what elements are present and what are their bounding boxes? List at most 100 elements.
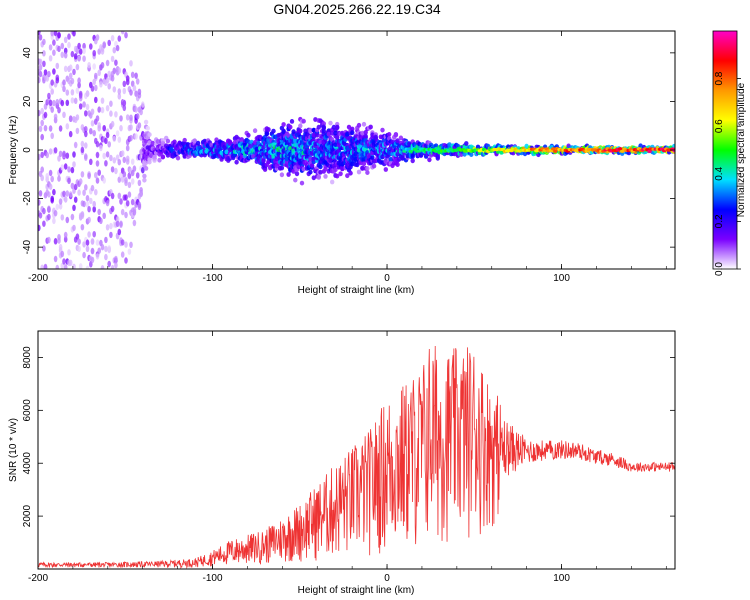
snr-y-tick-label: 4000	[22, 452, 33, 475]
spectrogram-cell	[261, 158, 266, 164]
spectrogram-cell	[40, 119, 44, 127]
spectrogram-cell	[38, 58, 43, 65]
spectrogram-cell	[68, 130, 73, 138]
snr-x-axis-label: Height of straight line (km)	[298, 585, 415, 596]
spectrogram-cell	[53, 147, 58, 154]
spectrogram-cell	[89, 158, 93, 165]
spectrogram-cell	[335, 124, 340, 130]
snr-x-tick-label: 0	[384, 573, 390, 584]
spectrogram-cell	[462, 151, 467, 157]
spectrogram-image	[38, 31, 675, 269]
spectrogram-cell	[55, 62, 60, 70]
spectrogram-cell	[67, 249, 71, 256]
spectrogram-cell	[115, 220, 120, 227]
spectrogram-cell	[152, 154, 157, 160]
spectrogram-cell	[551, 147, 556, 151]
spectrogram-cell	[120, 176, 125, 183]
spectrogram-cell	[117, 159, 122, 166]
spectrogram-cell	[107, 83, 111, 90]
spectrogram-cell	[63, 163, 68, 170]
spectrogram-cell	[109, 100, 113, 107]
spectrogram-cell	[130, 71, 135, 79]
spectrogram-cell	[72, 68, 76, 76]
spectrogram-cell	[316, 124, 321, 130]
spectrogram-cell	[62, 111, 66, 119]
snr-x-tick-label: -100	[203, 573, 223, 584]
spectrogram-cell	[340, 166, 345, 172]
spectrogram-cell	[72, 161, 76, 168]
spectrogram-cell	[122, 99, 127, 107]
spectrogram-cell	[345, 173, 350, 179]
spectrogram-cell	[348, 170, 353, 176]
spectrogram-cell	[175, 155, 181, 161]
spectrogram-cell	[107, 260, 111, 268]
spectrogram-cell	[182, 137, 187, 143]
spectrogram-cell	[55, 77, 60, 84]
spectrogram-cell	[95, 239, 100, 246]
spectrogram-cell	[125, 158, 130, 165]
spectrogram-cell	[141, 167, 145, 174]
spectrogram-cell	[68, 115, 73, 122]
spectrogram-cell	[117, 228, 122, 236]
spectrogram-cell	[50, 197, 54, 204]
spectrogram-cell	[433, 143, 439, 149]
spectrogram-cell	[94, 84, 98, 92]
spectrogram-cell	[129, 124, 133, 131]
spectrogram-cell	[119, 125, 123, 132]
spectrogram-cell	[266, 127, 271, 132]
spectrogram-cell	[224, 149, 229, 155]
spectrogram-cell	[130, 198, 135, 206]
spectrogram-cell	[78, 263, 83, 269]
spectrogram-cell	[92, 206, 96, 213]
colorbar-scale	[712, 30, 738, 270]
spectrogram-cell	[62, 85, 66, 93]
spectrogram-cell	[67, 177, 71, 184]
spectrogram-cell	[43, 264, 48, 269]
spectrogram-cell	[105, 105, 110, 112]
spectrogram-cell	[127, 191, 132, 198]
spectrogram-cell	[137, 203, 142, 211]
spectrogram-cell	[125, 144, 130, 152]
spectrogram-cell	[82, 189, 86, 196]
spectrogram-cell	[75, 127, 80, 135]
spectrogram-cell	[129, 241, 133, 248]
spectrogram-cell	[75, 114, 80, 121]
spectrogram-cell	[318, 169, 323, 175]
spectrogram-cell	[155, 139, 161, 144]
spectrogram-cell	[97, 69, 101, 77]
spectrogram-cell	[368, 124, 373, 130]
spectrogram-cell	[48, 55, 53, 62]
spectrogram-cell	[57, 32, 61, 39]
spectrogram-cell	[308, 128, 313, 134]
spectrogram-cell	[143, 119, 149, 125]
spectrogram-cell	[286, 172, 291, 177]
spectrogram-cell	[120, 150, 125, 157]
spectrogram-cell	[333, 130, 338, 136]
spectrogram-cell	[331, 163, 337, 169]
spectrogram-cell	[102, 41, 106, 48]
spectrogram-cell	[117, 192, 122, 199]
spectrogram-cell	[89, 43, 93, 50]
spectrogram-cell	[80, 212, 85, 219]
spectrogram-cell	[77, 238, 81, 245]
spectrogram-cell	[85, 103, 90, 111]
spectrogram-cell	[53, 237, 58, 245]
colorbar-ticks: 0.0 0.2 0.4 0.6 0.8	[714, 71, 741, 276]
spectrogram-cell	[47, 213, 51, 221]
spectrogram-cell	[72, 204, 76, 211]
spectrogram-cell	[87, 206, 91, 213]
spectrogram-cell	[109, 110, 113, 117]
spectrogram-cell	[47, 92, 51, 100]
spectrogram-x-tick-label: -100	[203, 273, 223, 284]
spectrogram-y-axis-label: Frequency (Hz)	[8, 116, 19, 185]
spectrogram-cell	[147, 132, 152, 138]
spectrogram-cell	[447, 142, 452, 148]
spectrogram-cell	[112, 47, 117, 54]
spectrogram-cell	[95, 34, 100, 41]
spectrogram-cell	[141, 101, 145, 108]
spectrogram-cell	[373, 134, 378, 140]
spectrogram-cell	[110, 55, 115, 63]
spectrogram-x-tick-label: 0	[384, 273, 390, 284]
spectrogram-cell	[356, 169, 362, 175]
spectrogram-cell	[42, 60, 46, 67]
